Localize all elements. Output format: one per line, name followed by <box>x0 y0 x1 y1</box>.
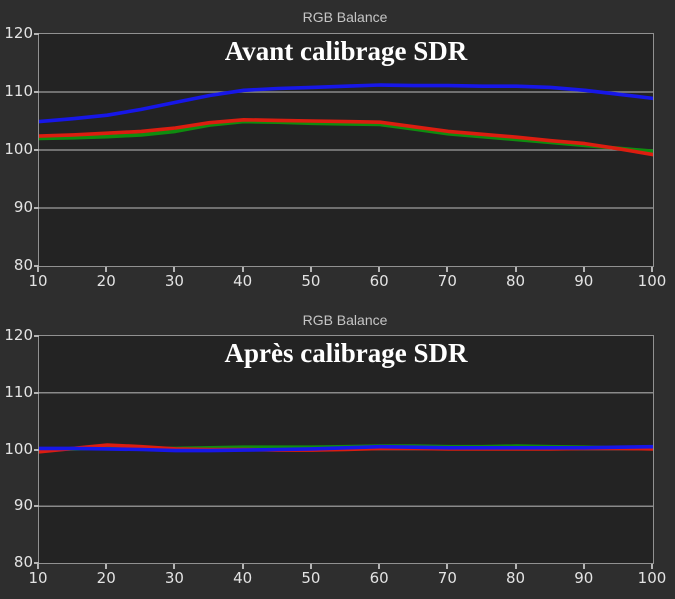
x-tick-label: 20 <box>96 272 116 290</box>
overlay-title: Avant calibrage SDR <box>224 36 468 66</box>
y-tick-label: 80 <box>13 256 33 274</box>
x-tick-mark <box>241 267 244 272</box>
x-tick-label: 90 <box>574 569 594 587</box>
y-tick-mark <box>34 448 39 451</box>
x-tick-label: 80 <box>506 272 526 290</box>
y-tick-label: 110 <box>4 82 33 100</box>
plot-area: Avant calibrage SDR <box>38 33 654 267</box>
chart-title: RGB Balance <box>302 312 388 328</box>
y-tick-mark <box>34 91 39 93</box>
y-tick-mark <box>34 505 39 508</box>
x-tick-label: 50 <box>301 272 321 290</box>
rgb-balance-chart-after: RGB Balance Après calibrage SDR 120 110 10… <box>0 302 675 599</box>
y-tick-mark <box>34 207 39 209</box>
y-tick-label: 120 <box>4 24 33 42</box>
y-tick-mark <box>34 391 39 394</box>
overlay-title: Après calibrage SDR <box>224 338 468 368</box>
x-tick-mark <box>37 564 39 569</box>
x-tick-label: 10 <box>28 569 48 587</box>
x-tick-label: 80 <box>506 569 526 587</box>
y-tick-label: 90 <box>13 496 33 515</box>
y-tick-label: 110 <box>4 382 33 401</box>
x-tick-label: 70 <box>437 272 457 290</box>
plot-canvas <box>39 391 653 508</box>
x-tick-mark <box>173 564 176 569</box>
x-tick-mark <box>582 267 585 272</box>
chart-title: RGB Balance <box>302 9 388 25</box>
y-tick-label: 80 <box>13 553 33 571</box>
x-tick-label: 90 <box>574 272 594 290</box>
y-tick-label: 100 <box>4 140 33 158</box>
x-tick-mark <box>309 267 312 272</box>
x-tick-label: 20 <box>96 569 116 587</box>
y-tick-mark <box>34 33 39 35</box>
x-tick-mark <box>105 267 108 272</box>
x-tick-mark <box>651 564 653 569</box>
y-tick-mark <box>34 149 39 151</box>
x-tick-mark <box>514 267 517 272</box>
plot-area: Après calibrage SDR <box>38 335 654 564</box>
x-tick-label: 60 <box>369 569 389 587</box>
x-tick-mark <box>309 564 312 569</box>
y-tick-label: 100 <box>4 439 33 458</box>
x-tick-mark <box>241 564 244 569</box>
x-tick-mark <box>37 267 39 272</box>
x-tick-mark <box>651 267 653 272</box>
series-line-blue <box>39 83 653 124</box>
x-tick-mark <box>378 564 381 569</box>
x-tick-mark <box>378 267 381 272</box>
x-tick-mark <box>446 564 449 569</box>
series-line-red <box>39 118 653 157</box>
x-tick-mark <box>514 564 517 569</box>
x-tick-label: 70 <box>437 569 457 587</box>
y-tick-label: 90 <box>13 198 33 216</box>
x-tick-label: 100 <box>637 272 667 290</box>
plot-canvas <box>39 83 653 209</box>
series-line-blue <box>39 444 653 453</box>
x-tick-label: 10 <box>28 272 48 290</box>
x-tick-mark <box>446 267 449 272</box>
y-tick-mark <box>34 265 39 267</box>
x-tick-label: 40 <box>233 272 253 290</box>
x-tick-label: 50 <box>301 569 321 587</box>
x-tick-label: 40 <box>233 569 253 587</box>
rgb-balance-chart-before: RGB Balance Avant calibrage SDR 120 110 10… <box>4 9 667 290</box>
x-tick-label: 100 <box>637 569 667 587</box>
x-tick-mark <box>582 564 585 569</box>
x-tick-label: 30 <box>164 569 184 587</box>
x-tick-mark <box>173 267 176 272</box>
x-tick-label: 30 <box>164 272 184 290</box>
y-tick-mark <box>34 335 39 337</box>
series-line-green <box>39 119 653 153</box>
x-tick-mark <box>105 564 108 569</box>
y-tick-mark <box>34 562 39 564</box>
y-tick-label: 120 <box>4 326 33 344</box>
x-tick-label: 60 <box>369 272 389 290</box>
